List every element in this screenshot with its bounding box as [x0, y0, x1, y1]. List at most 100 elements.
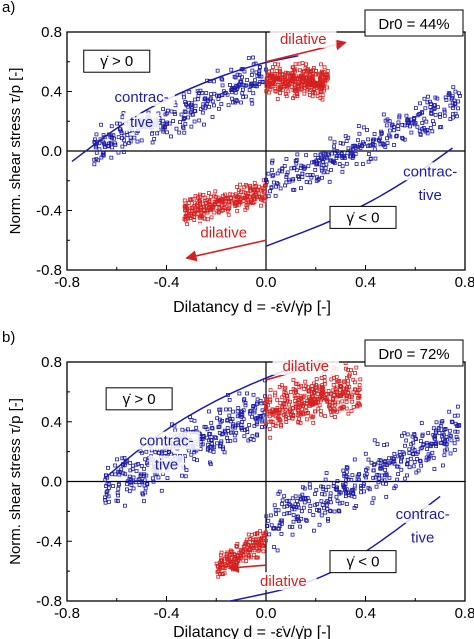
shear-rate-box	[329, 205, 397, 229]
data-point	[392, 125, 396, 129]
data-point	[340, 141, 345, 146]
data-point	[307, 72, 312, 77]
data-point	[266, 518, 271, 523]
data-point	[390, 460, 395, 465]
data-point	[296, 502, 300, 507]
data-point	[251, 55, 255, 60]
data-point	[297, 87, 302, 92]
data-point	[275, 171, 280, 176]
data-point	[289, 74, 294, 78]
data-point	[325, 73, 330, 77]
data-point	[217, 424, 222, 429]
data-point	[415, 457, 420, 461]
data-point	[247, 554, 251, 559]
data-point	[320, 97, 325, 102]
data-point	[197, 198, 202, 203]
data-point	[324, 488, 329, 492]
data-point	[193, 97, 197, 102]
data-point	[266, 171, 271, 176]
data-point	[416, 450, 420, 455]
data-point	[311, 68, 315, 73]
data-point	[365, 466, 370, 471]
data-point	[254, 538, 259, 543]
data-point	[328, 508, 332, 513]
data-point	[218, 553, 223, 558]
data-point	[413, 106, 418, 111]
data-point	[123, 503, 127, 508]
label-backdrop	[412, 186, 448, 205]
data-point	[349, 409, 354, 413]
data-point	[189, 102, 194, 107]
data-point	[320, 388, 324, 393]
data-point	[290, 532, 295, 537]
data-point	[239, 422, 244, 427]
data-point	[453, 421, 458, 426]
data-point	[213, 435, 217, 440]
data-point	[184, 210, 189, 215]
data-point	[107, 141, 111, 146]
data-point	[235, 87, 239, 91]
data-point	[192, 418, 197, 423]
data-point	[262, 536, 266, 540]
direction-arrow	[227, 561, 267, 573]
data-point	[144, 473, 149, 478]
data-point	[338, 141, 343, 145]
data-point	[294, 161, 299, 166]
data-point	[222, 566, 227, 571]
data-point	[277, 526, 281, 531]
data-point	[286, 177, 291, 182]
data-point	[181, 117, 186, 122]
data-point	[315, 94, 320, 98]
data-point	[263, 424, 268, 429]
data-point	[258, 529, 262, 534]
data-point	[429, 102, 434, 106]
data-point	[275, 409, 280, 414]
data-point	[218, 410, 223, 415]
data-point	[316, 406, 321, 411]
data-point	[442, 113, 447, 118]
data-point	[293, 402, 298, 406]
data-point	[183, 205, 188, 210]
data-point	[290, 525, 295, 529]
y-tick-label: -0.4	[36, 203, 62, 220]
data-point	[304, 153, 309, 158]
data-point	[294, 515, 299, 520]
data-point	[325, 85, 329, 90]
data-point	[221, 89, 226, 94]
label-backdrop	[190, 223, 257, 242]
data-point	[351, 377, 356, 382]
data-point	[403, 443, 407, 448]
data-point	[438, 114, 442, 119]
data-point	[292, 80, 297, 85]
data-point	[246, 56, 251, 60]
data-point	[241, 408, 246, 413]
data-point	[207, 207, 212, 212]
data-point	[202, 207, 206, 212]
data-point	[352, 457, 357, 462]
data-point	[450, 95, 454, 100]
data-point	[340, 164, 345, 169]
data-point	[382, 443, 386, 447]
data-point	[409, 117, 414, 122]
data-point	[122, 456, 127, 460]
data-point	[257, 82, 262, 86]
data-point	[298, 496, 303, 501]
data-point	[219, 102, 224, 106]
data-point	[188, 110, 193, 115]
data-point	[254, 555, 259, 560]
data-point	[444, 98, 449, 102]
data-point	[190, 105, 194, 110]
data-point	[308, 70, 313, 75]
data-point	[347, 372, 352, 377]
data-point	[200, 442, 205, 447]
data-point	[440, 434, 445, 439]
data-point	[324, 471, 329, 475]
data-point	[319, 398, 323, 403]
data-point	[237, 188, 241, 193]
data-point	[434, 444, 438, 448]
data-point	[150, 476, 155, 481]
data-point	[193, 207, 197, 212]
data-point	[306, 389, 311, 394]
data-point	[97, 147, 102, 152]
data-point	[455, 437, 460, 442]
